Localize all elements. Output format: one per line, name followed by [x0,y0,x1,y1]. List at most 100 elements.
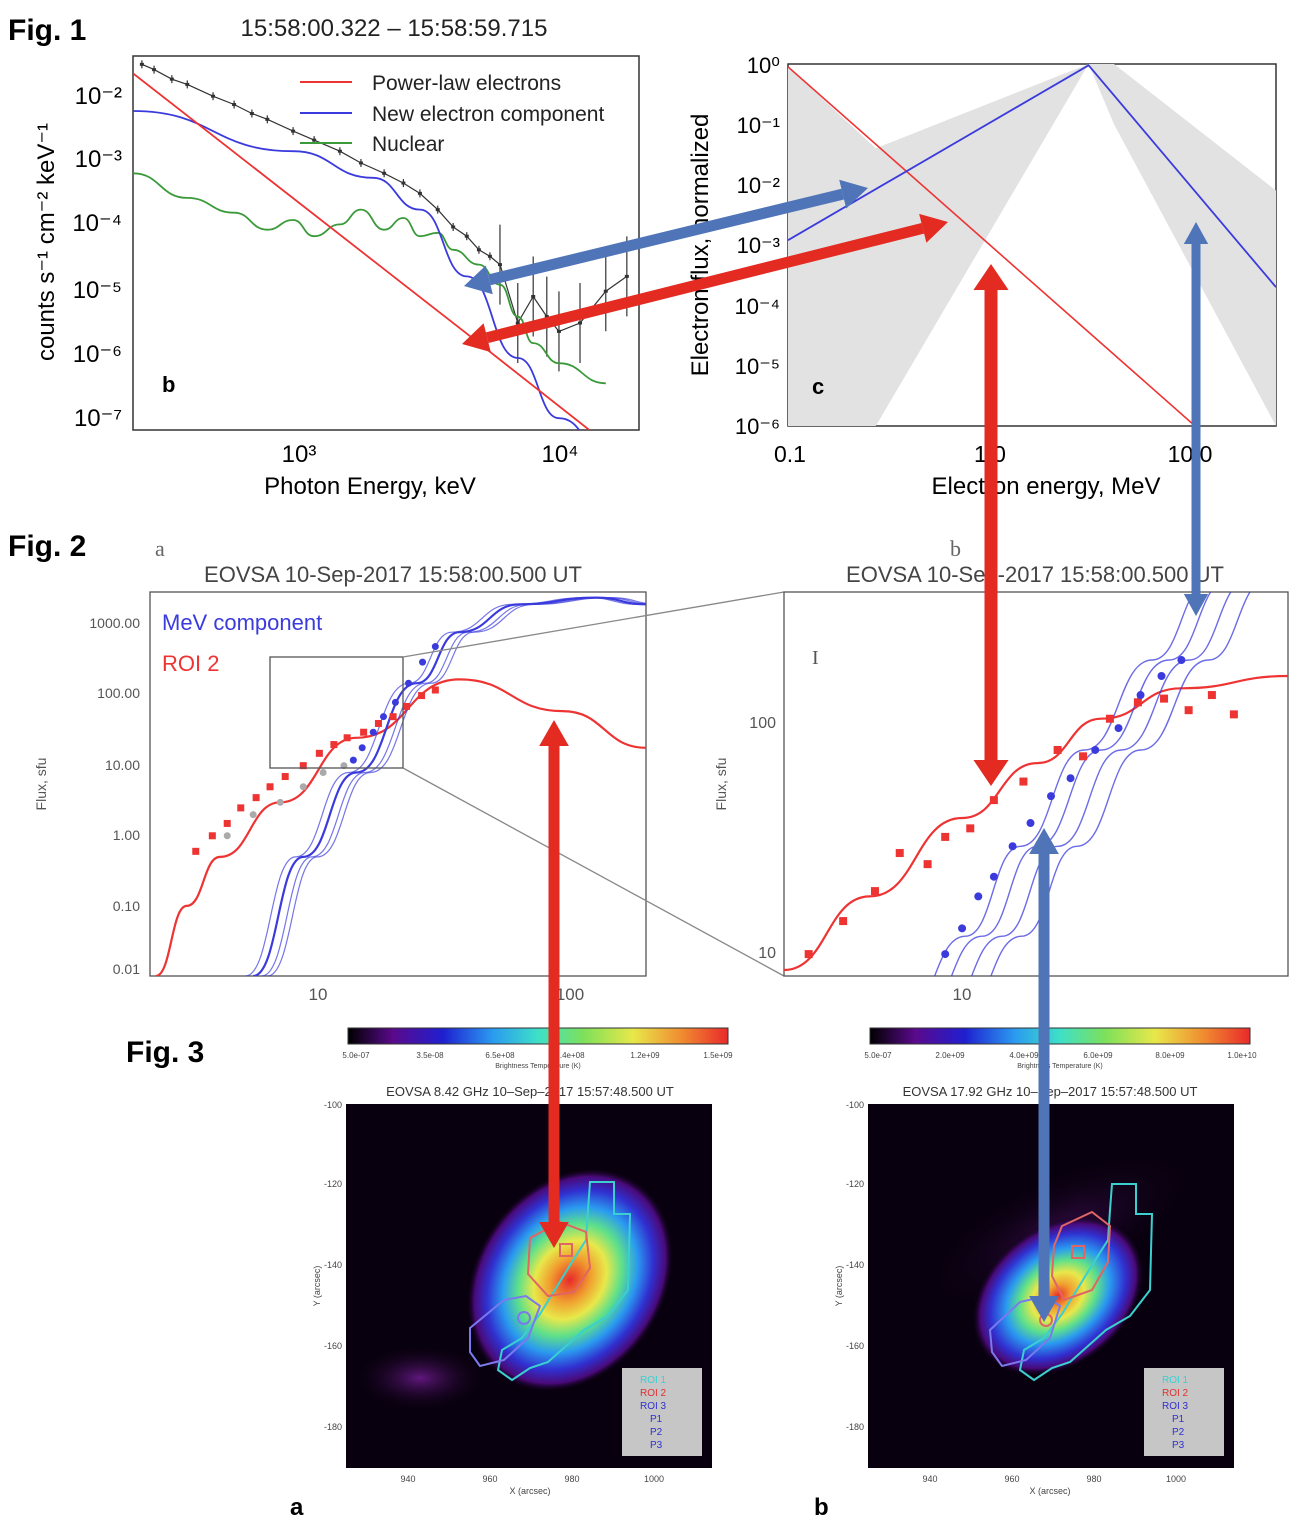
fig3a-legend-roi1: ROI 1 [640,1375,667,1386]
fig3b-legend-p3: P3 [1172,1440,1185,1451]
fig2a-mev-point [405,679,413,687]
fig1c-panel-letter: c [812,374,824,399]
blue-arrow-vertical-top-head [1183,594,1209,616]
fig2b-roi2-point [1105,714,1114,723]
fig2a-ytick: 1.00 [113,827,140,843]
fig2a-title: EOVSA 10-Sep-2017 15:58:00.500 UT [204,562,582,587]
fig2b-mev-point [1114,724,1123,733]
fig3b-xtick: 1000 [1166,1474,1186,1484]
fig3b-colorbar [869,1027,1251,1045]
fig2a-gray-point [249,811,257,819]
fig3b-ytick: -100 [846,1100,864,1110]
fig3b-map: 5.0e-07 2.0e+09 4.0e+09 6.0e+09 8.0e+09 … [834,1027,1257,1496]
fig1c-ylabel: Electron flux, normalized [687,114,714,377]
fig2a-gray-point [223,832,231,840]
fig3a-cbar-tick: 3.5e-08 [416,1051,444,1060]
fig1b-title: 15:58:00.322 – 15:58:59.715 [241,15,548,42]
fig2a-panel-letter: a [155,536,165,561]
fig3b-legend-roi2: ROI 2 [1162,1388,1189,1399]
fig3b-xtick: 940 [922,1474,937,1484]
fig2a-roi2-point [315,749,323,757]
fig2a-gray-point [299,783,307,791]
fig1c-shaded-region [1088,64,1276,426]
fig2b-roi2-point [804,950,813,959]
fig3-b-label: b [814,1494,829,1521]
fig3b-ytick: -120 [846,1179,864,1189]
red-arrow-fig3a-head [539,720,569,746]
fig2b-mev-fit [990,592,1251,976]
fig3a-cbar-tick: 5.0e-07 [342,1051,370,1060]
blue-arrow-fig3b-tail-head [1029,1296,1059,1322]
fig2a-xtick: 100 [556,985,584,1004]
fig2a-roi2-point [343,734,351,742]
fig3b-xlabel: X (arcsec) [1029,1486,1070,1496]
fig2b-mev-fit [970,592,1232,976]
fig1-label: Fig. 1 [8,14,87,47]
fig1c-xtick: 0.1 [774,441,806,467]
fig3a-map: 5.0e-07 3.5e-08 6.5e+08 9.4e+08 1.2e+09 … [312,1027,733,1496]
fig1c-shaded-region [788,64,1089,426]
fig2b-roi2-point [923,860,932,869]
fig3a-cbar-tick: 9.4e+08 [555,1051,585,1060]
fig2b-errorbar-glyph: I [812,647,819,669]
fig3b-title: EOVSA 17.92 GHz 10–Sep–2017 15:57:48.500… [903,1084,1198,1099]
fig2a-gray-point [319,768,327,776]
fig2a-ytick: 10.00 [105,757,140,773]
fig2b-mev-point [974,892,983,901]
fig2b-roi2-point [1229,710,1238,719]
fig3b-roi3 [988,1294,1062,1368]
fig3a-legend-p2: P2 [650,1427,663,1438]
fig1c-ytick: 10⁻¹ [737,113,780,138]
fig2b-mev-point [989,872,998,881]
red-arrow-fig1-head [919,213,948,243]
fig1b-data-line [141,63,628,333]
fig2a-roi2-point [192,847,200,855]
fig2b-roi2-point [1133,698,1142,707]
fig3a-legend-p1: P1 [650,1414,663,1425]
fig3-a-label: a [290,1494,304,1521]
fig3b-legend-p2: P2 [1172,1427,1185,1438]
fig2b-roi2-point [1184,706,1193,715]
fig2a-zoom-box [269,656,404,769]
fig2a-roi2-point [389,713,397,721]
fig1b-ytick: 10⁻² [75,83,122,110]
fig2b-roi2-point [1207,691,1216,700]
fig2a-xtick: 10 [309,985,328,1004]
fig1b-power-law-line [133,72,590,430]
fig1c-marks [788,64,1276,426]
fig3a-xtick: 1000 [644,1474,664,1484]
fig2b-ytick: 100 [749,715,776,732]
blue-arrow-fig1-head [839,179,868,209]
fig1b-ytick: 10⁻⁵ [73,277,122,304]
fig2a-mev-point [419,658,427,666]
fig2a-frame [149,591,647,977]
fig2b-mev-point [1026,819,1035,828]
fig3a-legend-roi3: ROI 3 [640,1401,667,1412]
fig2b-mev-point [958,924,967,933]
fig1b-ytick: 10⁻⁷ [74,405,122,432]
fig2b-mev-point [1136,691,1145,700]
legend-new-component: New electron component [372,103,604,126]
red-arrow-fig3a-tail-head [539,1222,569,1248]
fig2a-legend-mev: MeV component [162,610,322,635]
fig3b-cbar-tick: 4.0e+09 [1009,1051,1039,1060]
fig2-label: Fig. 2 [8,530,87,563]
fig2b-roi2-point [989,796,998,805]
red-arrow-fig1-shaft [485,222,925,344]
fig1c-new-component-line [788,64,1276,288]
fig2b-roi2-point [870,887,879,896]
fig2a-roi2-point [402,702,410,710]
fig3b-xtick: 960 [1004,1474,1019,1484]
fig2a-marks [155,596,646,976]
fig3a-xlabel: X (arcsec) [509,1486,550,1496]
fig2a-roi2-point [237,804,245,812]
fig2b-mev-fit [950,592,1212,976]
fig1b-xtick: 10⁴ [541,441,578,468]
fig2a-legend-roi2: ROI 2 [162,651,219,676]
fig2b-ytick: 10 [758,945,776,962]
fig3a-legend-p3: P3 [650,1440,663,1451]
fig3b-ytick: -160 [846,1341,864,1351]
fig1b-data-point [624,274,629,278]
fig2a-roi2-point [431,686,439,694]
